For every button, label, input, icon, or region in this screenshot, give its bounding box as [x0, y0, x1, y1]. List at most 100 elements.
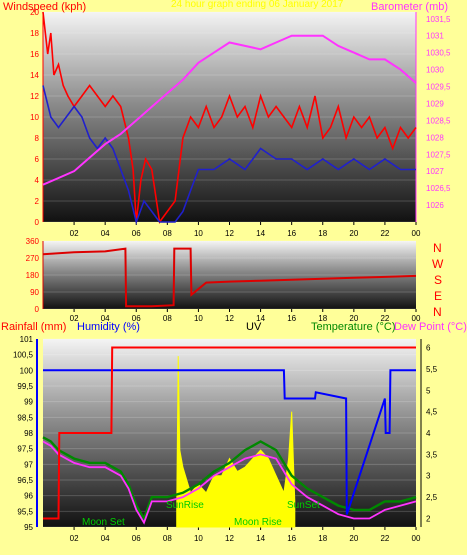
wind-ytick-label-10: 20	[30, 8, 39, 17]
wind-xtick-label-6: 14	[256, 229, 265, 238]
event-moon-set: Moon Set	[82, 517, 125, 528]
temp-ytick-label-8: 99	[24, 398, 33, 407]
wind-ytick-label-6: 12	[30, 92, 39, 101]
temp-y2tick-label-3: 3,5	[426, 450, 438, 459]
temp-ytick-label-6: 98	[24, 429, 33, 438]
direction-xtick-label-1: 04	[101, 314, 110, 323]
label-rainfall: Rainfall (mm)	[1, 321, 67, 333]
dewpoint-line	[42, 440, 417, 525]
wind-xtick-label-4: 10	[194, 229, 203, 238]
wind-ytick-label-3: 6	[35, 155, 40, 164]
temp-xtick-label-0: 02	[70, 534, 79, 543]
wind-y2tick-label-8: 1030	[426, 66, 444, 75]
wind-series-0	[42, 11, 417, 225]
temp-y2tick-label-7: 5,5	[426, 365, 438, 374]
uv-area	[176, 356, 296, 528]
temp-y2tick-label-0: 2	[426, 514, 431, 523]
temp-ytick-label-5: 97,5	[17, 445, 33, 454]
wind-y2tick-label-3: 1027,5	[426, 150, 451, 159]
temp-xtick-label-4: 10	[194, 534, 203, 543]
temp-xtick-label-11: 00	[412, 534, 421, 543]
direction-xtick-label-10: 22	[380, 314, 389, 323]
direction-ytick-label-0: 0	[35, 305, 40, 314]
wind-xtick-label-10: 22	[380, 229, 389, 238]
direction-ytick-label-2: 180	[26, 271, 40, 280]
wind-ytick-label-7: 14	[30, 71, 39, 80]
temp-y2tick-label-8: 6	[426, 344, 431, 353]
wind-ytick-label-1: 2	[35, 197, 40, 206]
temp-xtick-label-10: 22	[380, 534, 389, 543]
direction-xtick-label-11: 00	[412, 314, 421, 323]
temp-y2tick-label-5: 4,5	[426, 408, 438, 417]
compass-w: W	[432, 257, 444, 271]
temp-xtick-label-7: 16	[287, 534, 296, 543]
temp-xtick-label-1: 04	[101, 534, 110, 543]
wind-y2tick-label-1: 1026,5	[426, 184, 451, 193]
temp-xtick-label-5: 12	[225, 534, 234, 543]
temp-ytick-label-2: 96	[24, 492, 33, 501]
wind-ytick-label-8: 16	[30, 50, 39, 59]
humidity-line	[43, 369, 416, 515]
label-uv: UV	[246, 321, 262, 333]
wind-panel: 0246810121416182010261026,510271027,5102…	[30, 8, 451, 238]
temp-y2tick-label-1: 2,5	[426, 493, 438, 502]
direction-xtick-label-9: 20	[349, 314, 358, 323]
chart-title: 24 hour graph ending 06 January 2017	[171, 0, 344, 10]
wind-xtick-label-7: 16	[287, 229, 296, 238]
label-temperature: Temperature (°C)	[311, 321, 396, 333]
temp-ytick-label-7: 98,5	[17, 413, 33, 422]
wind-y2tick-label-11: 1031,5	[426, 15, 451, 24]
direction-ytick-label-3: 270	[26, 254, 40, 263]
temperature-panel: 95 95,5 96 96,5 97 97,5 98 98,5 99 99,5 100 100,5 10…	[13, 335, 438, 543]
temp-ytick-label-11: 100,5	[13, 351, 34, 360]
wind-y2tick-label-4: 1028	[426, 133, 444, 142]
wind-xtick-label-11: 00	[412, 229, 421, 238]
wind-y2tick-label-6: 1029	[426, 99, 444, 108]
wind-title-left: Windspeed (kph)	[3, 1, 87, 13]
temp-y2tick-label-4: 4	[426, 429, 431, 438]
direction-xtick-label-2: 06	[132, 314, 141, 323]
temp-y2tick-label-6: 5	[426, 386, 431, 395]
wind-ytick-label-5: 10	[30, 113, 39, 122]
direction-xtick-label-5: 12	[225, 314, 234, 323]
direction-ytick-label-1: 90	[30, 288, 39, 297]
wind-y2tick-label-10: 1031	[426, 32, 444, 41]
temp-xtick-label-8: 18	[318, 534, 327, 543]
event-sunset: SunSet	[287, 500, 320, 511]
wind-ytick-label-9: 18	[30, 29, 39, 38]
compass-n-bottom: N	[433, 305, 442, 319]
event-sunrise: SunRise	[166, 500, 204, 511]
wind-ytick-label-0: 0	[35, 218, 40, 227]
temp-xtick-label-9: 20	[349, 534, 358, 543]
wind-xtick-label-3: 08	[163, 229, 172, 238]
wind-y2tick-label-5: 1028,5	[426, 116, 451, 125]
wind-y2tick-label-7: 1029,5	[426, 83, 451, 92]
direction-series	[42, 247, 417, 308]
wind-xtick-label-1: 04	[101, 229, 110, 238]
temp-xtick-label-6: 14	[256, 534, 265, 543]
direction-xtick-label-4: 10	[194, 314, 203, 323]
direction-xtick-label-7: 16	[287, 314, 296, 323]
wind-series-2	[42, 34, 417, 186]
wind-y2tick-label-2: 1027	[426, 167, 444, 176]
label-dewpoint: Dew Point (°C)	[394, 321, 467, 333]
wind-xtick-label-9: 20	[349, 229, 358, 238]
direction-panel: 0 90 180 270 360 02 04 06 08 10 12 14 16 18 20 22 00	[26, 237, 421, 323]
direction-ytick-label-4: 360	[26, 237, 40, 246]
temp-xtick-label-3: 08	[163, 534, 172, 543]
temp-ytick-label-4: 97	[24, 460, 33, 469]
wind-xtick-label-5: 12	[225, 229, 234, 238]
temp-y2tick-label-2: 3	[426, 472, 431, 481]
wind-xtick-label-8: 18	[318, 229, 327, 238]
direction-xtick-label-6: 14	[256, 314, 265, 323]
temp-xtick-label-2: 06	[132, 534, 141, 543]
wind-ytick-label-2: 4	[35, 176, 40, 185]
wind-series-1	[42, 85, 416, 225]
compass-n-top: N	[433, 241, 442, 255]
wind-title-right: Barometer (mb)	[371, 1, 449, 13]
wind-y2tick-label-9: 1030,5	[426, 49, 451, 58]
temp-ytick-label-1: 95,5	[17, 507, 33, 516]
rainfall-line	[43, 346, 416, 520]
direction-xtick-label-0: 02	[70, 314, 79, 323]
